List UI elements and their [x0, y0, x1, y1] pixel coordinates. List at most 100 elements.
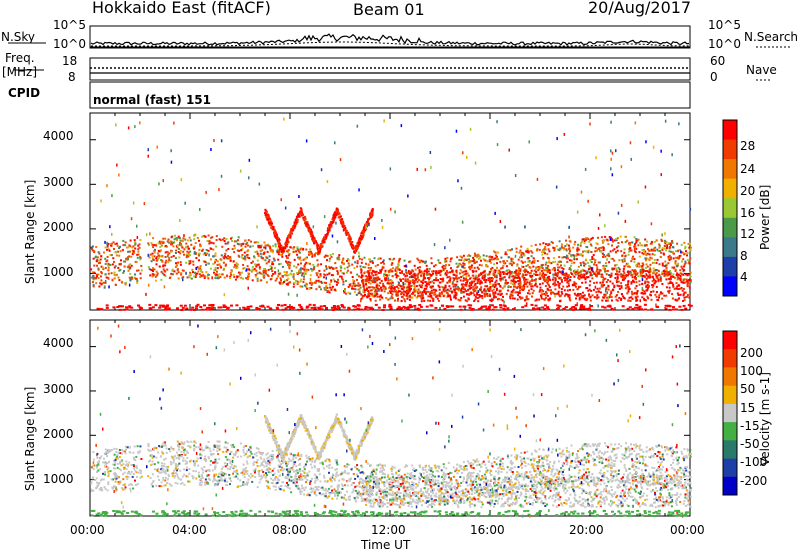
scatter-cell — [231, 248, 234, 251]
scatter-cell — [371, 286, 374, 289]
scatter-cell — [687, 281, 690, 284]
scatter-cell — [566, 281, 569, 284]
scatter-cell — [380, 286, 382, 289]
scatter-cell — [588, 240, 591, 243]
scatter-cell — [292, 248, 295, 251]
scatter-cell — [382, 275, 385, 278]
scatter-cell — [346, 259, 348, 262]
scatter-cell — [625, 264, 628, 267]
scatter-cell — [90, 246, 93, 249]
scatter-cell — [474, 161, 477, 165]
scatter-cell — [550, 289, 552, 292]
scatter-cell — [667, 255, 670, 258]
scatter-cell — [272, 227, 275, 230]
scatter-cell — [574, 293, 577, 296]
scatter-cell — [159, 249, 162, 252]
scatter-cell — [634, 269, 637, 272]
scatter-cell — [303, 258, 306, 261]
scatter-cell — [215, 235, 218, 238]
scatter-cell — [404, 283, 407, 286]
scatter-cell — [686, 254, 688, 257]
scatter-cell — [469, 304, 473, 307]
scatter-cell — [621, 279, 624, 281]
scatter-cell — [417, 288, 420, 291]
scatter-cell — [640, 273, 643, 276]
scatter-cell — [179, 304, 183, 307]
scatter-cell — [505, 265, 508, 268]
scatter-cell — [626, 284, 629, 287]
scatter-cell — [95, 260, 98, 263]
scatter-cell — [222, 238, 224, 241]
scatter-cell — [258, 244, 261, 247]
scatter-cell — [304, 263, 307, 266]
scatter-cell — [684, 260, 687, 263]
scatter-cell — [430, 262, 433, 265]
scatter-cell — [179, 263, 182, 266]
scatter-cell — [610, 237, 613, 240]
scatter-cell — [580, 242, 582, 245]
scatter-cell — [183, 304, 187, 307]
scatter-cell — [425, 292, 427, 295]
scatter-cell — [591, 258, 594, 260]
scatter-cell — [151, 243, 154, 246]
scatter-cell — [174, 234, 176, 237]
scatter-cell — [160, 244, 163, 247]
scatter-cell — [602, 249, 605, 251]
scatter-cell — [600, 236, 603, 239]
scatter-cell — [423, 299, 426, 302]
scatter-cell — [360, 299, 362, 303]
scatter-cell — [558, 277, 561, 280]
scatter-cell — [304, 272, 307, 275]
scatter-cell — [229, 257, 232, 260]
scatter-cell — [590, 305, 593, 307]
scatter-cell — [433, 265, 436, 268]
scatter-cell — [495, 274, 498, 277]
scatter-cell — [183, 248, 186, 251]
scatter-cell — [615, 267, 618, 270]
scatter-cell — [473, 262, 476, 265]
scatter-cell — [618, 287, 621, 290]
scatter-cell — [667, 257, 670, 260]
scatter-cell — [99, 261, 101, 264]
scatter-cell — [502, 264, 505, 267]
scatter-cell — [267, 275, 270, 277]
scatter-cell — [289, 261, 292, 264]
scatter-cell — [338, 216, 341, 219]
scatter-cell — [660, 149, 662, 153]
scatter-cell — [115, 242, 118, 245]
scatter-cell — [325, 282, 327, 284]
scatter-cell — [308, 230, 311, 233]
scatter-cell — [606, 269, 609, 272]
scatter-cell — [578, 278, 581, 281]
scatter-cell — [676, 276, 679, 278]
scatter-cell — [664, 304, 668, 307]
scatter-cell — [377, 276, 379, 279]
scatter-cell — [374, 265, 377, 268]
scatter-cell — [131, 249, 134, 252]
scatter-cell — [226, 274, 228, 277]
scatter-cell — [361, 231, 364, 234]
scatter-cell — [113, 260, 115, 263]
scatter-cell — [239, 169, 242, 173]
scatter-cell — [236, 242, 239, 245]
scatter-cell — [279, 262, 282, 265]
scatter-cell — [645, 263, 648, 266]
scatter-cell — [244, 258, 247, 261]
scatter-cell — [376, 287, 379, 290]
scatter-cell — [391, 297, 394, 300]
scatter-cell — [480, 295, 483, 297]
scatter-cell — [211, 304, 215, 306]
scatter-cell — [519, 249, 522, 252]
scatter-cell — [479, 288, 482, 291]
scatter-cell — [298, 257, 301, 260]
scatter-cell — [611, 282, 614, 285]
scatter-cell — [157, 242, 160, 245]
scatter-cell — [675, 287, 678, 290]
scatter-cell — [179, 249, 182, 252]
scatter-cell — [294, 219, 297, 222]
scatter-cell — [409, 260, 412, 263]
scatter-cell — [147, 283, 150, 287]
scatter-cell — [438, 288, 441, 291]
scatter-cell — [287, 251, 290, 254]
scatter-cell — [667, 278, 670, 280]
